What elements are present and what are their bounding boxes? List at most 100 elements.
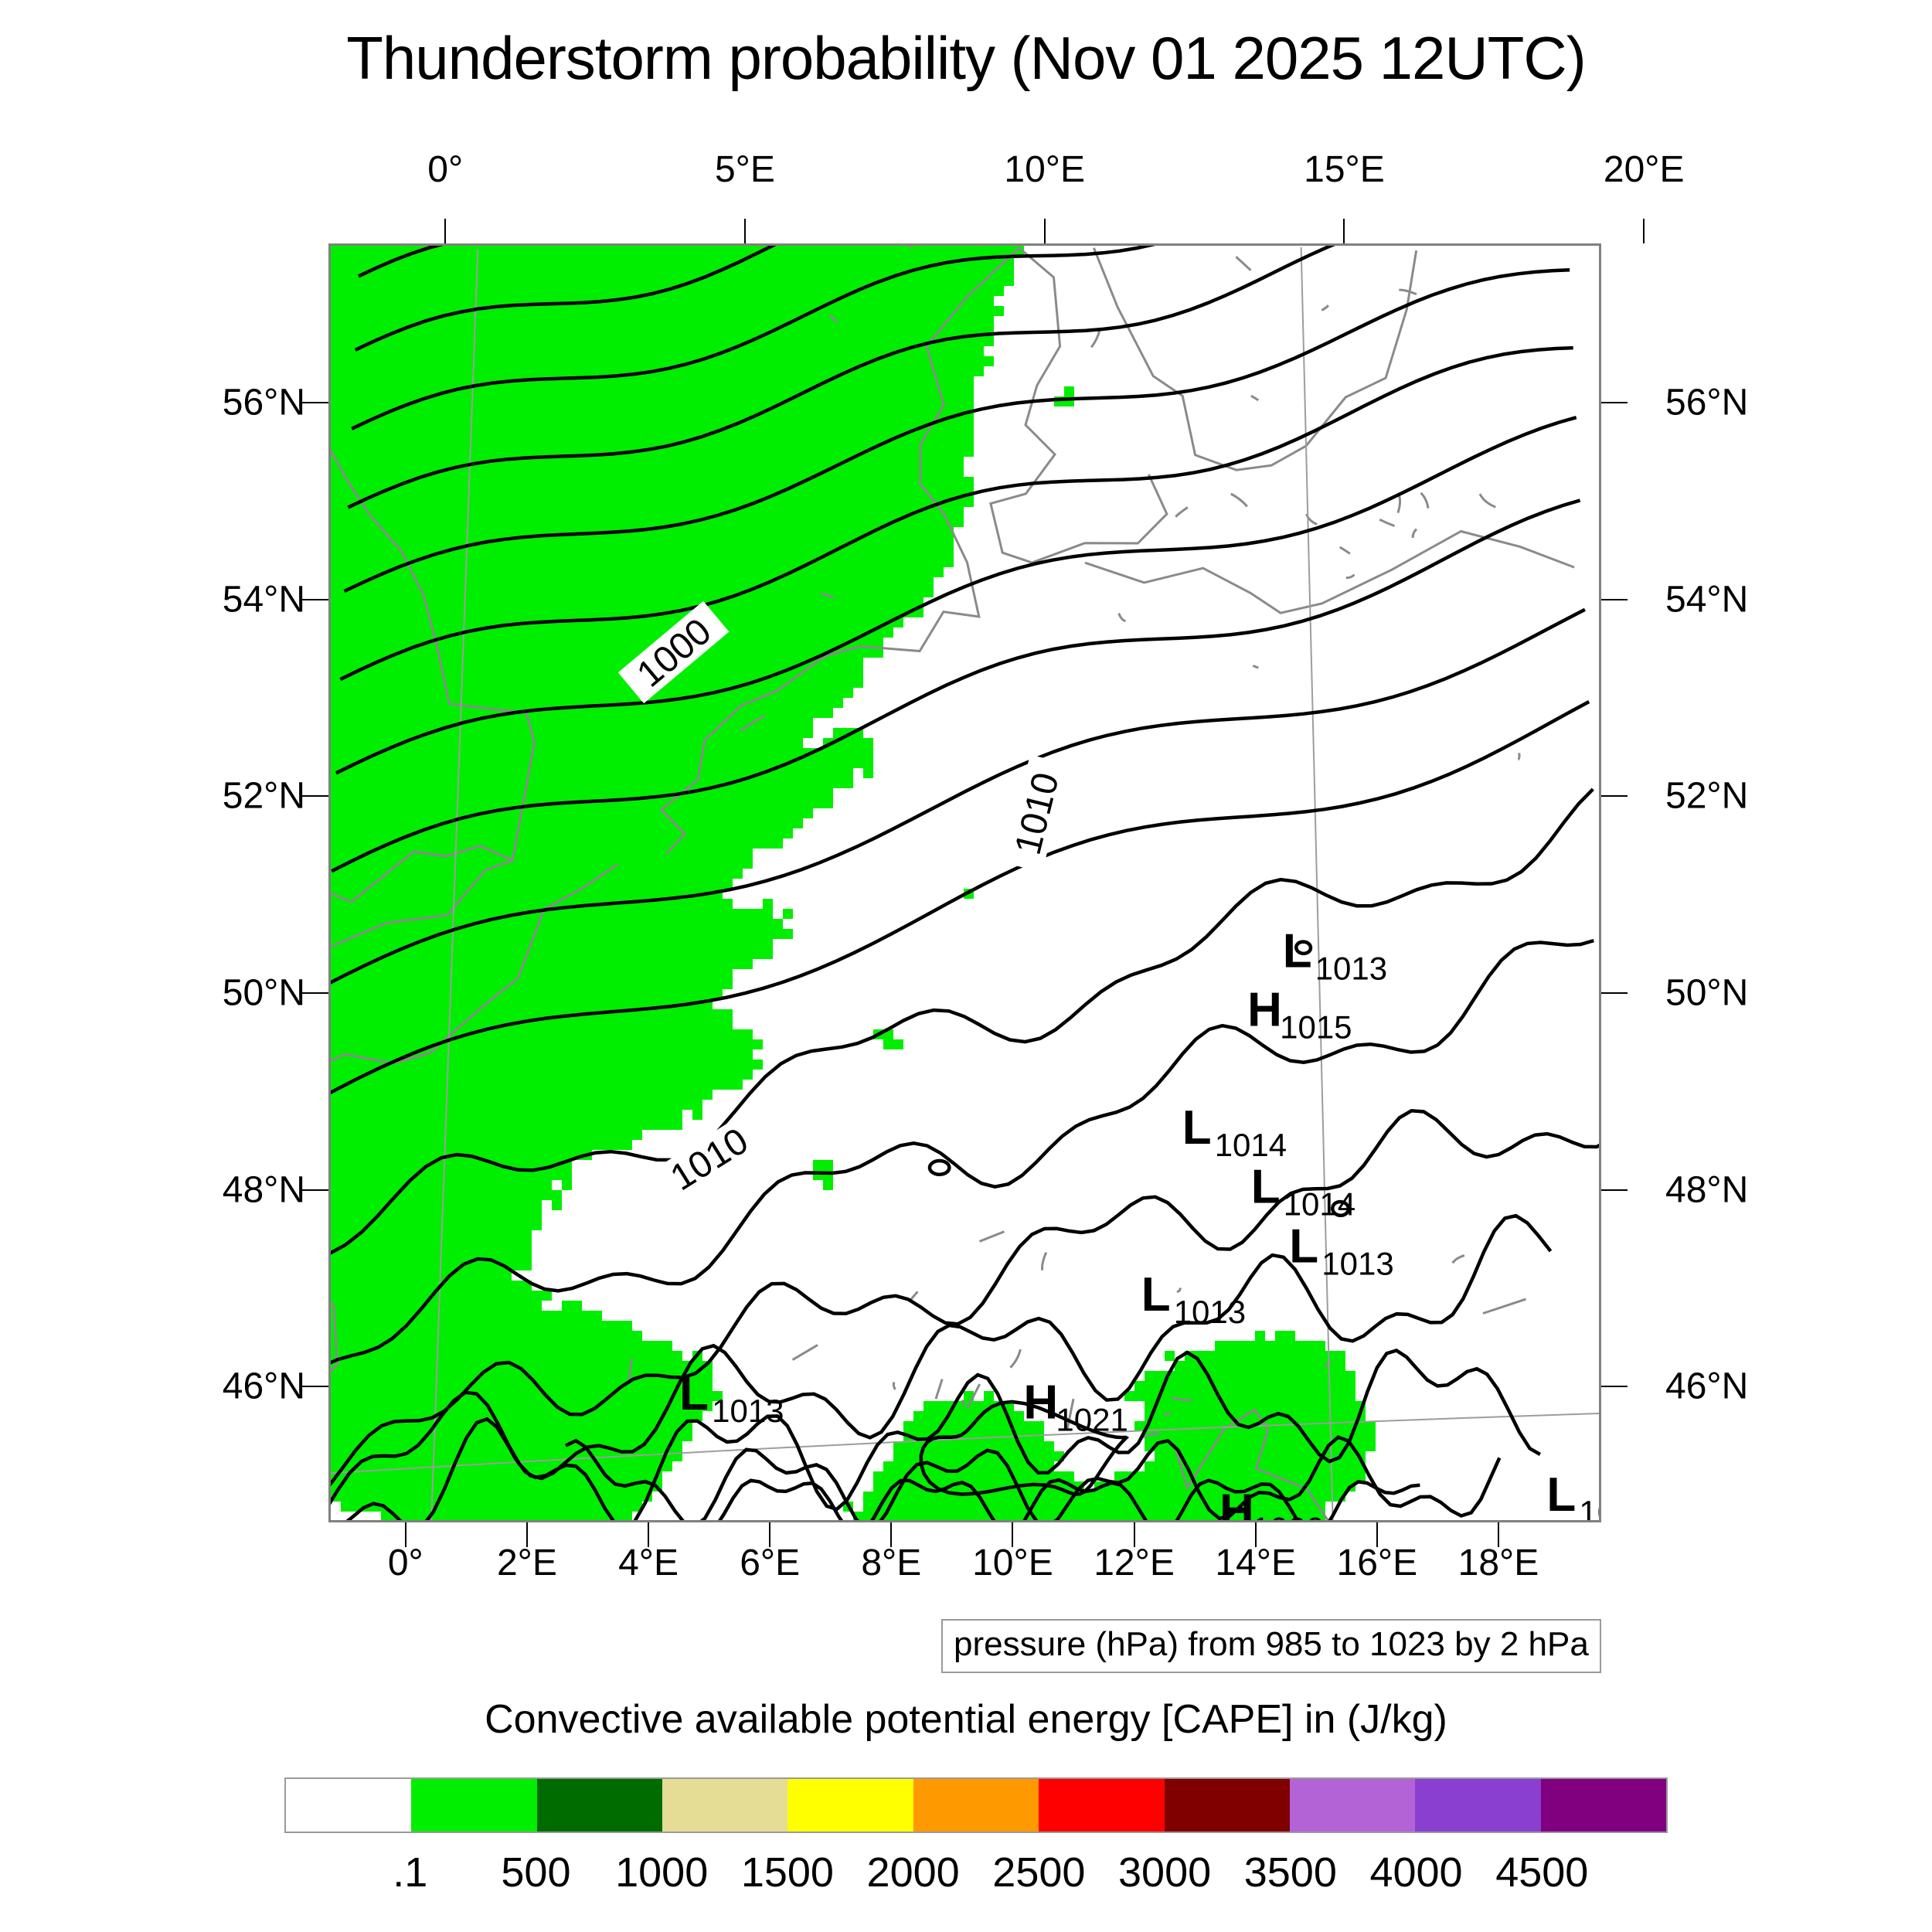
lon-tick-bottom-0: 0° (387, 1543, 423, 1583)
lon-tick-top-4: 20°E (1603, 149, 1685, 190)
extremum-value: 1013 (1174, 1294, 1246, 1330)
pressure-extremum-l-2: L 1014 (1182, 1101, 1287, 1163)
colorbar-swatch-8[interactable] (1289, 1779, 1416, 1832)
colorbar-swatch-9[interactable] (1415, 1779, 1541, 1832)
lat-tick-right-0: 56°N (1665, 382, 1749, 423)
map-frame: 1000 1010 1010 L 1013 H 1015 L 1014 L 1014 L 1013 L 1… (328, 243, 1601, 1522)
map-detail-speck (1305, 513, 1318, 526)
colorbar-swatch-0[interactable] (286, 1779, 412, 1832)
colorbar-label-4: 2000 (866, 1849, 960, 1896)
pressure-extremum-l-0: L 1013 (1283, 925, 1387, 987)
map-detail-speck (1324, 1359, 1332, 1368)
tick-top-4 (1643, 219, 1645, 243)
colorbar-label-2: 1000 (615, 1849, 709, 1896)
lat-tick-left-0: 56°N (222, 382, 305, 423)
colorbar-swatch-1[interactable] (411, 1779, 537, 1832)
colorbar-label-1: 500 (501, 1849, 571, 1896)
map-detail-speck (628, 1358, 634, 1380)
tick-bottom-7 (1254, 1522, 1257, 1547)
colorbar[interactable] (284, 1777, 1668, 1833)
coastline-13 (1066, 1398, 1075, 1429)
colorbar-label-6: 3000 (1118, 1849, 1212, 1896)
isobar-1001 (331, 607, 1586, 985)
coastline-2 (659, 247, 1020, 855)
map-detail-speck (1175, 506, 1189, 518)
map-detail-speck (821, 591, 835, 599)
tick-left-1 (302, 598, 328, 600)
isobar-1009 (331, 1109, 1599, 1487)
colorbar-label-7: 3500 (1243, 1849, 1337, 1896)
isobar-1000 (331, 498, 1581, 873)
parallel-45 (331, 1413, 1599, 1475)
coastline-12 (966, 1383, 981, 1410)
map-detail-speck (1230, 492, 1248, 508)
lon-tick-top-0: 0° (427, 149, 464, 190)
tick-bottom-1 (526, 1522, 528, 1547)
isobar-microcell-1 (1331, 1199, 1351, 1218)
map-panel[interactable]: 1000 1010 1010 L 1013 H 1015 L 1014 L 1014 L 1013 L 1… (328, 243, 1601, 1522)
tick-right-5 (1601, 1386, 1628, 1388)
map-detail-speck (1321, 304, 1330, 311)
colorbar-swatch-7[interactable] (1164, 1779, 1290, 1832)
colorbar-swatch-4[interactable] (787, 1779, 913, 1832)
colorbar-swatch-5[interactable] (913, 1779, 1039, 1832)
colorbar-swatch-6[interactable] (1039, 1779, 1165, 1832)
map-detail-speck (1171, 1396, 1192, 1401)
lon-tick-top-2: 10°E (1004, 149, 1085, 190)
colorbar-swatch-3[interactable] (662, 1779, 788, 1832)
colorbar-swatch-2[interactable] (536, 1779, 663, 1832)
isobar-layer (331, 246, 1599, 1520)
map-detail-speck (828, 314, 838, 323)
coastline-0 (331, 845, 516, 947)
map-detail-speck (1420, 492, 1430, 509)
map-detail-speck (1117, 612, 1126, 623)
tick-bottom-9 (1497, 1522, 1499, 1547)
isobar-991 (351, 246, 1156, 430)
cape-shaded-region (331, 246, 1376, 1520)
contour-label-text: 1010 (1008, 769, 1067, 859)
tick-left-4 (302, 1189, 328, 1191)
coastline-16 (1482, 1298, 1526, 1315)
colorbar-label-9: 4500 (1495, 1849, 1589, 1896)
map-detail-speck (1451, 1254, 1465, 1264)
colorbar-label-0: .1 (393, 1849, 428, 1896)
coastline-3 (989, 247, 1168, 564)
map-detail-speck (1338, 546, 1351, 555)
tick-top-1 (743, 219, 746, 243)
pressure-legend: pressure (hPa) from 985 to 1023 by 2 hPa (941, 1619, 1601, 1673)
isobar-1015 (565, 1435, 1502, 1520)
coastline-18 (740, 714, 766, 732)
lon-tick-bottom-7: 14°E (1215, 1543, 1296, 1583)
map-detail-speck (1250, 394, 1260, 402)
lon-tick-bottom-4: 8°E (861, 1543, 922, 1583)
colorbar-label-8: 4000 (1369, 1849, 1463, 1896)
pressure-extremum-l-3: L 1014 (1251, 1161, 1355, 1223)
lat-tick-left-5: 46°N (222, 1366, 305, 1407)
coastline-8 (331, 862, 619, 1065)
colorbar-swatch-10[interactable] (1540, 1779, 1666, 1832)
extremum-value: 1018 (1579, 1494, 1601, 1522)
coastline-10 (1172, 1407, 1329, 1520)
lat-tick-right-2: 52°N (1665, 775, 1749, 817)
lon-tick-bottom-9: 18°E (1458, 1543, 1539, 1583)
lat-tick-left-4: 48°N (222, 1169, 305, 1211)
tick-left-2 (302, 795, 328, 798)
lat-tick-left-3: 50°N (222, 972, 305, 1014)
coastline-14 (978, 1230, 1005, 1243)
coastline-11 (934, 1379, 944, 1400)
lat-tick-right-4: 48°N (1665, 1169, 1749, 1211)
isobar-997 (339, 345, 1573, 682)
lon-tick-bottom-5: 10°E (972, 1543, 1053, 1583)
coastline-layer (331, 246, 1575, 1520)
lat-tick-right-3: 50°N (1665, 972, 1749, 1014)
tick-top-2 (1043, 219, 1046, 243)
isobar-993 (347, 246, 1335, 509)
pressure-extremum-l-4: L 1013 (1289, 1219, 1393, 1281)
map-detail-speck (1396, 495, 1402, 514)
isobar-989 (354, 246, 777, 352)
extremum-symbol: H (1247, 984, 1282, 1037)
isobar-1007 (331, 938, 1594, 1365)
